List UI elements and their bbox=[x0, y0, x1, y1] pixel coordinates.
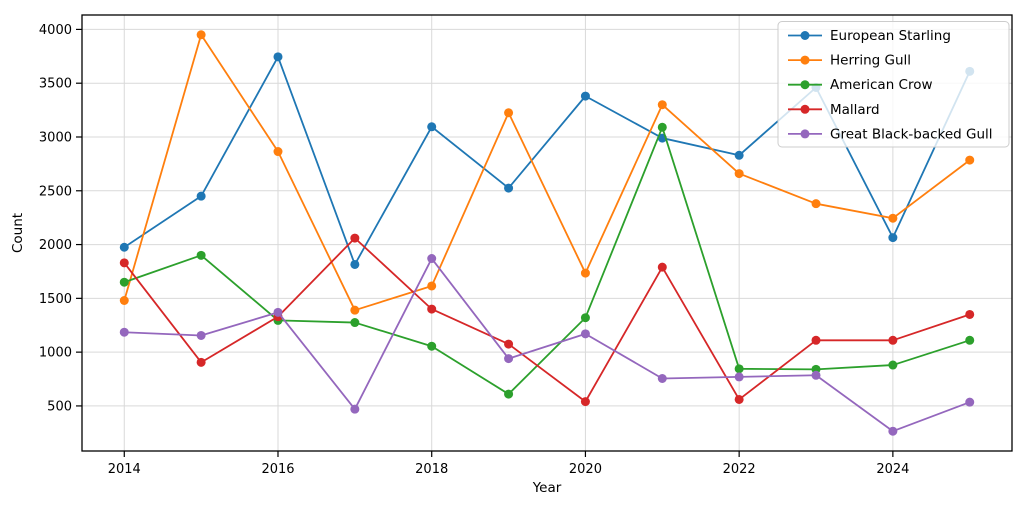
data-point bbox=[965, 309, 975, 319]
data-point bbox=[734, 150, 744, 160]
series-line bbox=[123, 33, 971, 312]
data-point bbox=[427, 281, 437, 291]
data-point bbox=[119, 258, 129, 268]
data-point bbox=[504, 389, 514, 399]
data-point bbox=[427, 122, 437, 132]
y-tick-label: 2500 bbox=[39, 184, 72, 199]
legend-marker-dot bbox=[800, 104, 810, 114]
data-point bbox=[811, 370, 821, 380]
legend-marker-dot bbox=[800, 31, 810, 40]
data-point bbox=[196, 250, 206, 260]
plot-border bbox=[81, 14, 1013, 452]
data-point bbox=[965, 335, 975, 345]
data-point bbox=[580, 91, 590, 101]
data-point bbox=[811, 199, 821, 209]
data-point bbox=[888, 213, 898, 223]
data-point bbox=[888, 233, 898, 243]
y-tick-label: 2000 bbox=[39, 238, 72, 253]
data-point bbox=[504, 183, 514, 193]
data-point bbox=[734, 372, 744, 382]
legend-label: Herring Gull bbox=[830, 53, 911, 69]
data-point bbox=[657, 100, 667, 110]
data-point bbox=[427, 304, 437, 314]
data-point bbox=[119, 277, 129, 287]
data-point bbox=[657, 373, 667, 383]
x-tick-label: 2022 bbox=[723, 462, 756, 477]
data-point bbox=[350, 305, 360, 315]
legend-label: American Crow bbox=[830, 77, 933, 93]
series-line bbox=[123, 126, 971, 395]
x-tick-label: 2024 bbox=[876, 462, 909, 477]
y-tick-label: 4000 bbox=[39, 23, 72, 38]
series-line bbox=[123, 237, 971, 403]
data-point bbox=[196, 330, 206, 340]
legend-label: Great Black-backed Gull bbox=[830, 126, 993, 142]
y-tick-label: 1500 bbox=[39, 292, 72, 307]
x-tick-label: 2014 bbox=[108, 462, 141, 477]
data-point bbox=[657, 262, 667, 272]
data-point bbox=[119, 327, 129, 337]
x-tick-label: 2016 bbox=[261, 462, 294, 477]
data-point bbox=[196, 191, 206, 201]
x-axis-label: Year bbox=[532, 480, 562, 496]
data-point bbox=[504, 354, 514, 364]
y-tick-label: 3500 bbox=[39, 77, 72, 92]
data-point bbox=[350, 404, 360, 414]
data-point bbox=[734, 169, 744, 179]
legend-label: European Starling bbox=[830, 28, 951, 44]
data-point bbox=[580, 397, 590, 407]
data-point bbox=[119, 296, 129, 306]
data-point bbox=[427, 254, 437, 264]
data-point bbox=[427, 341, 437, 351]
series-line bbox=[124, 257, 971, 433]
data-point bbox=[888, 335, 898, 345]
data-point bbox=[965, 397, 975, 407]
data-point bbox=[196, 30, 206, 40]
x-tick-label: 2020 bbox=[569, 462, 602, 477]
data-point bbox=[350, 233, 360, 243]
data-point bbox=[811, 335, 821, 345]
data-point bbox=[273, 147, 283, 157]
y-tick-label: 1000 bbox=[39, 346, 72, 361]
y-tick-label: 500 bbox=[47, 399, 72, 414]
data-point bbox=[119, 242, 129, 252]
data-point bbox=[580, 268, 590, 278]
data-point bbox=[734, 394, 744, 404]
legend-marker-dot bbox=[800, 55, 810, 65]
data-point bbox=[504, 108, 514, 118]
data-point bbox=[350, 259, 360, 269]
data-point bbox=[273, 307, 283, 317]
data-point bbox=[580, 313, 590, 323]
y-axis-label: Count bbox=[10, 213, 26, 253]
data-point bbox=[273, 52, 283, 62]
data-point bbox=[504, 339, 514, 349]
data-point bbox=[965, 155, 975, 165]
data-point bbox=[888, 426, 898, 436]
data-point bbox=[888, 360, 898, 370]
data-point bbox=[580, 329, 590, 339]
y-tick-label: 3000 bbox=[39, 130, 72, 145]
data-point bbox=[734, 364, 744, 374]
data-point bbox=[196, 357, 206, 367]
data-point bbox=[350, 318, 360, 328]
data-point bbox=[657, 122, 667, 132]
x-tick-label: 2018 bbox=[415, 462, 448, 477]
legend-box bbox=[777, 21, 1010, 148]
legend-marker-dot bbox=[800, 80, 810, 90]
legend-label: Mallard bbox=[830, 102, 880, 118]
legend-marker-dot bbox=[800, 129, 810, 139]
